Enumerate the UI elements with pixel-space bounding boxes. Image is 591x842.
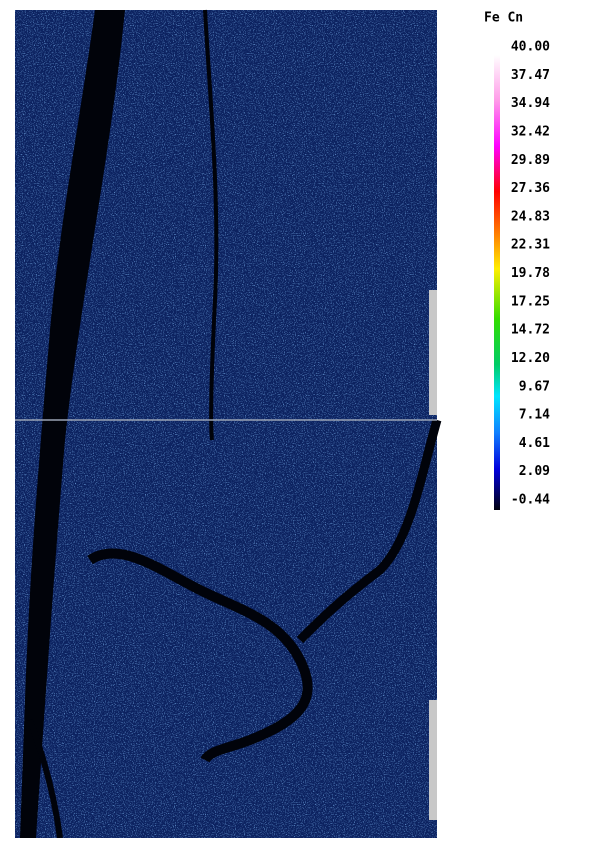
legend-label: 24.83 xyxy=(511,209,550,224)
crack xyxy=(296,418,442,644)
legend-label: 40.00 xyxy=(511,40,550,55)
crack xyxy=(27,718,63,839)
legend-label: 12.20 xyxy=(511,351,550,366)
color-legend: Fe Cn 40.00 37.47 34.94 32.42 29.89 27.36 24.8… xyxy=(484,11,550,510)
legend-label: 7.14 xyxy=(519,408,550,423)
crack xyxy=(203,9,219,441)
side-strip xyxy=(429,700,437,820)
crack xyxy=(20,10,125,838)
legend-label: 22.31 xyxy=(511,238,550,253)
legend-label: 37.47 xyxy=(511,68,550,83)
legend-label: 2.09 xyxy=(519,464,550,479)
legend-label: 29.89 xyxy=(511,153,550,168)
legend-label: 19.78 xyxy=(511,266,550,281)
legend-title: Fe Cn xyxy=(484,11,523,26)
color-scale-bar xyxy=(494,55,500,510)
legend-label: 34.94 xyxy=(511,96,550,111)
legend-label: 4.61 xyxy=(519,436,550,451)
crack xyxy=(87,548,313,763)
legend-label: 14.72 xyxy=(511,323,550,338)
legend-label: 9.67 xyxy=(519,379,550,394)
legend-label: 27.36 xyxy=(511,181,550,196)
side-strip xyxy=(429,290,437,415)
legend-label: -0.44 xyxy=(511,493,550,508)
element-map xyxy=(15,9,442,839)
legend-label: 32.42 xyxy=(511,124,550,139)
legend-label: 17.25 xyxy=(511,294,550,309)
